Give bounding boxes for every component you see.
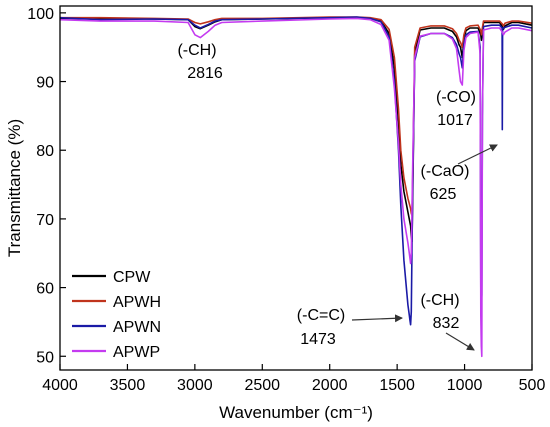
series-layer bbox=[59, 16, 533, 358]
annotation-co-1017-value: 1017 bbox=[437, 112, 473, 129]
x-tick-label: 1500 bbox=[379, 377, 415, 394]
x-tick-label: 2500 bbox=[244, 377, 280, 394]
legend-label-apwh: APWH bbox=[113, 294, 161, 311]
annotations: (-CH) 2816 (-CO) 1017 (-CaO) 625 (-C=C) … bbox=[177, 42, 498, 351]
annotation-co-1017-label: (-CO) bbox=[436, 89, 476, 106]
x-tick-label: 3000 bbox=[177, 377, 213, 394]
y-tick-label: 90 bbox=[36, 75, 54, 92]
annotation-ch-832-arrow bbox=[445, 332, 475, 351]
y-tick-label: 80 bbox=[36, 143, 54, 160]
x-tick-label: 2000 bbox=[312, 377, 348, 394]
y-tick-label: 50 bbox=[36, 349, 54, 366]
axis-layer: 4000 3500 3000 2500 2000 1500 1000 500 50 60 70 80 9… bbox=[27, 6, 545, 394]
series-line-apwh bbox=[60, 16, 533, 217]
annotation-cc-1473-arrow bbox=[351, 314, 403, 323]
series-line-apwp bbox=[59, 17, 533, 358]
annotation-ch-2816-value: 2816 bbox=[187, 65, 223, 82]
y-tick-label: 60 bbox=[36, 281, 54, 298]
y-tick-label: 70 bbox=[36, 212, 54, 229]
legend-label-apwn: APWN bbox=[113, 319, 161, 336]
x-tick-label: 1000 bbox=[447, 377, 483, 394]
x-axis-title: Wavenumber (cm⁻¹) bbox=[219, 403, 373, 422]
annotation-ch-832-label: (-CH) bbox=[420, 292, 459, 309]
y-tick-label: 100 bbox=[27, 6, 54, 23]
annotation-cao-625-value: 625 bbox=[430, 186, 457, 203]
series-line-cpw bbox=[60, 16, 533, 243]
annotation-cao-625-arrow bbox=[457, 144, 498, 165]
annotation-ch-832-value: 832 bbox=[433, 315, 460, 332]
legend: CPW APWH APWN APWP bbox=[72, 269, 161, 361]
annotation-ch-2816-label: (-CH) bbox=[177, 42, 216, 59]
plot-frame bbox=[59, 5, 533, 371]
annotation-cc-1473-label: (-C=C) bbox=[297, 307, 345, 324]
y-axis-title: Transmittance (%) bbox=[5, 119, 24, 257]
x-tick-label: 500 bbox=[519, 377, 546, 394]
annotation-cc-1473-value: 1473 bbox=[300, 331, 336, 348]
x-tick-label: 4000 bbox=[42, 377, 78, 394]
legend-label-cpw: CPW bbox=[113, 269, 151, 286]
legend-label-apwp: APWP bbox=[113, 344, 160, 361]
annotation-cao-625-label: (-CaO) bbox=[421, 163, 470, 180]
x-tick-label: 3500 bbox=[110, 377, 146, 394]
